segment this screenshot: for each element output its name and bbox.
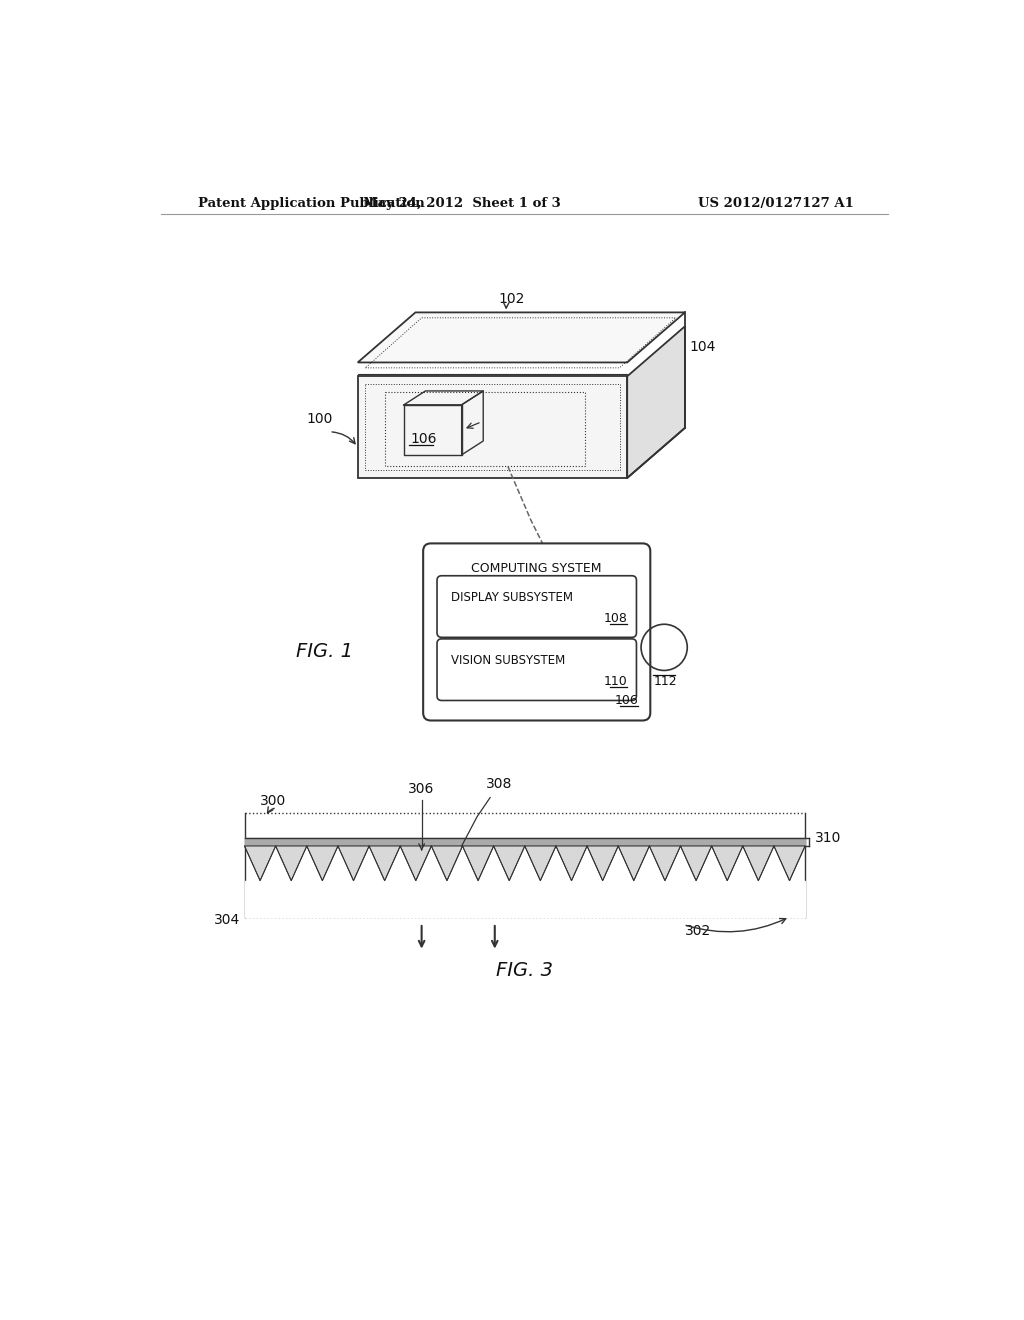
Text: VISION SUBSYSTEM: VISION SUBSYSTEM	[451, 653, 565, 667]
Polygon shape	[494, 846, 524, 880]
Polygon shape	[774, 846, 805, 880]
Text: 306: 306	[409, 781, 435, 796]
Text: 104: 104	[689, 341, 716, 354]
Polygon shape	[307, 846, 338, 880]
Text: 300: 300	[260, 795, 286, 808]
Text: 308: 308	[486, 777, 513, 792]
Polygon shape	[245, 880, 805, 917]
Text: 100: 100	[306, 412, 333, 425]
Text: 310: 310	[815, 832, 842, 845]
Polygon shape	[245, 838, 805, 846]
Text: 302: 302	[685, 924, 712, 937]
Text: 106: 106	[410, 432, 436, 446]
Polygon shape	[618, 846, 649, 880]
Polygon shape	[357, 374, 628, 376]
Text: May 24, 2012  Sheet 1 of 3: May 24, 2012 Sheet 1 of 3	[362, 197, 560, 210]
Polygon shape	[463, 846, 494, 880]
Polygon shape	[357, 376, 628, 478]
Text: DISPLAY SUBSYSTEM: DISPLAY SUBSYSTEM	[451, 591, 572, 603]
Text: FIG. 3: FIG. 3	[497, 961, 553, 981]
Text: COMPUTING SYSTEM: COMPUTING SYSTEM	[471, 561, 602, 574]
FancyBboxPatch shape	[423, 544, 650, 721]
Text: 102: 102	[499, 292, 525, 305]
Polygon shape	[742, 846, 774, 880]
Polygon shape	[556, 846, 587, 880]
Text: 304: 304	[214, 913, 241, 927]
Polygon shape	[400, 846, 431, 880]
Text: 106: 106	[614, 693, 638, 706]
Polygon shape	[712, 846, 742, 880]
FancyBboxPatch shape	[437, 576, 637, 638]
Polygon shape	[369, 846, 400, 880]
Polygon shape	[628, 326, 685, 478]
Text: FIG. 1: FIG. 1	[296, 642, 353, 661]
Text: Patent Application Publication: Patent Application Publication	[199, 197, 425, 210]
Polygon shape	[275, 846, 307, 880]
Text: 110: 110	[603, 675, 628, 688]
Polygon shape	[681, 846, 712, 880]
Polygon shape	[245, 846, 275, 880]
Polygon shape	[649, 846, 681, 880]
Polygon shape	[587, 846, 618, 880]
Polygon shape	[431, 846, 463, 880]
Polygon shape	[357, 313, 685, 363]
Polygon shape	[245, 813, 805, 838]
Polygon shape	[524, 846, 556, 880]
Text: US 2012/0127127 A1: US 2012/0127127 A1	[698, 197, 854, 210]
Text: 108: 108	[603, 612, 628, 626]
Polygon shape	[338, 846, 369, 880]
FancyBboxPatch shape	[437, 639, 637, 701]
Text: 112: 112	[654, 675, 678, 688]
